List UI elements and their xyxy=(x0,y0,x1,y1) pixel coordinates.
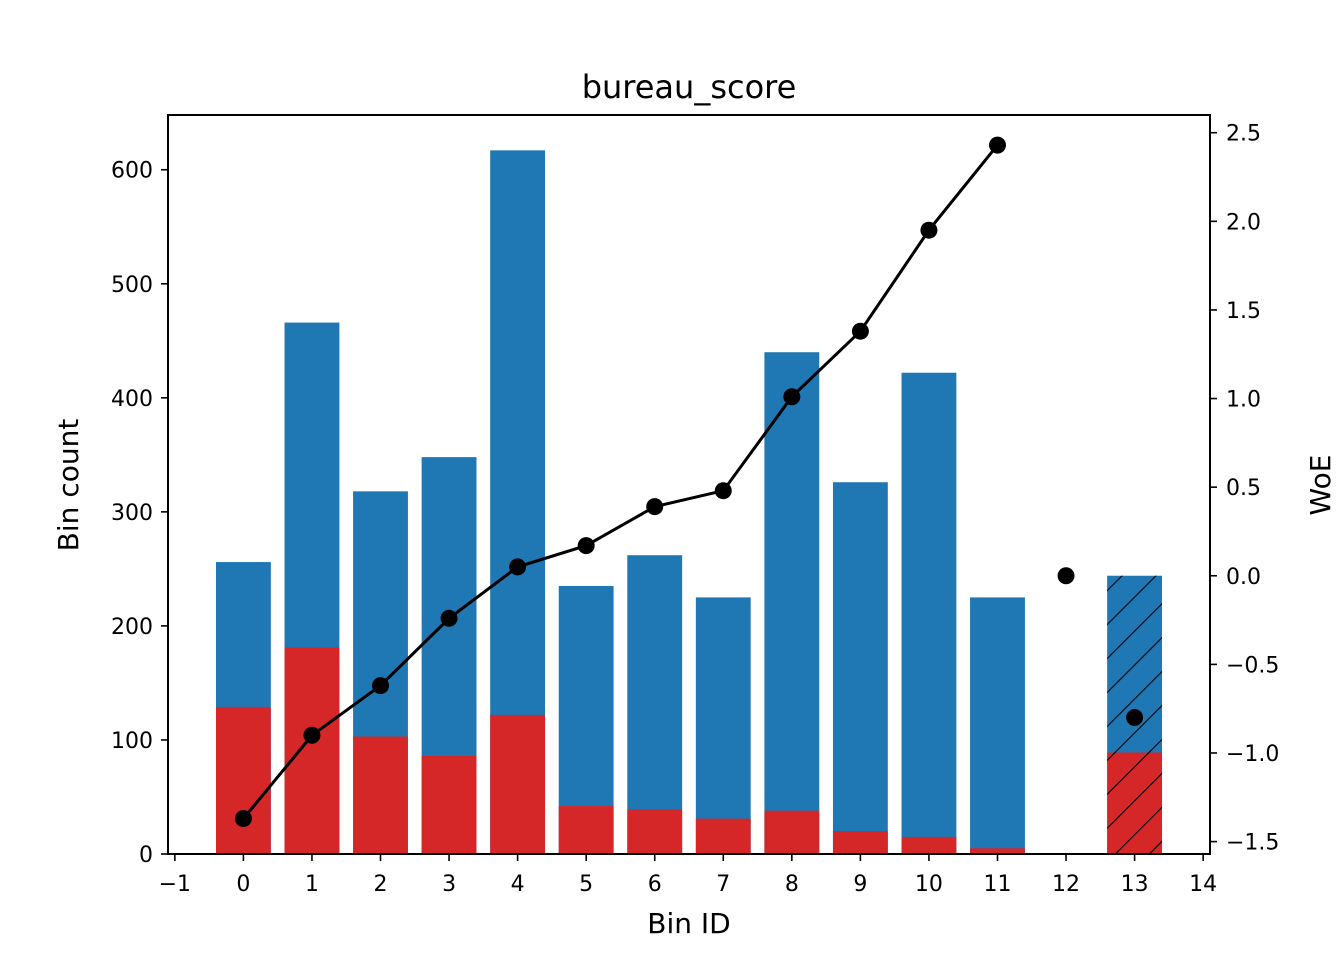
woe-point-bin-7 xyxy=(714,482,732,500)
y-tick-label: 500 xyxy=(111,273,153,298)
bar-event-bin-0 xyxy=(215,706,271,854)
bar-total-bin-10 xyxy=(901,372,957,854)
y-tick-label: 400 xyxy=(111,387,153,412)
y2-tick-label: 2.5 xyxy=(1226,122,1261,147)
y-tick-label: 200 xyxy=(111,615,153,640)
bar-total-bin-11 xyxy=(970,597,1025,854)
y2-tick-label: 2.0 xyxy=(1226,210,1261,235)
y2-tick-label: 0.5 xyxy=(1226,476,1261,501)
x-tick-label: 2 xyxy=(374,872,388,897)
x-tick-label: −1 xyxy=(159,872,191,897)
bar-event-bin-9 xyxy=(832,831,888,854)
y-tick-label: 100 xyxy=(111,729,153,754)
plot-frame xyxy=(167,114,1211,855)
y-axis-title: Bin count xyxy=(52,419,85,552)
y2-tick-label: 1.5 xyxy=(1226,299,1261,324)
woe-point-bin-1 xyxy=(303,726,321,744)
bar-total-bin-8 xyxy=(764,352,820,854)
bar-total-bin-6 xyxy=(627,555,683,854)
bar-event-bin-10 xyxy=(901,836,957,854)
x-tick-label: 14 xyxy=(1189,872,1217,897)
y2-tick-label: 0.0 xyxy=(1226,565,1261,590)
woe-point-bin-3 xyxy=(440,609,458,627)
bar-event-bin-4 xyxy=(490,714,546,854)
x-tick-label: 5 xyxy=(579,872,593,897)
bar-total-bin-9 xyxy=(832,482,888,854)
x-tick-label: 8 xyxy=(785,872,799,897)
y2-tick-label: −0.5 xyxy=(1226,653,1279,678)
x-axis-title: Bin ID xyxy=(647,907,730,940)
y2-tick-label: 1.0 xyxy=(1226,388,1261,413)
woe-point-bin-11 xyxy=(988,136,1006,154)
bar-total-bin-7 xyxy=(695,597,751,854)
woe-line-layer xyxy=(234,136,1144,828)
x-tick-label: 6 xyxy=(648,872,662,897)
woe-line xyxy=(242,144,999,820)
bar-event-bin-2 xyxy=(353,736,408,854)
x-tick-label: 9 xyxy=(853,872,867,897)
y2-axis-title: WoE xyxy=(1304,455,1337,516)
bar-event-bin-1 xyxy=(284,647,340,854)
x-tick-label: 7 xyxy=(716,872,730,897)
woe-point-bin-4 xyxy=(509,558,527,576)
woe-point-bin-5 xyxy=(577,537,595,555)
x-tick-label: 4 xyxy=(511,872,525,897)
woe-point-bin-10 xyxy=(920,221,938,239)
y-tick-label: 600 xyxy=(111,159,153,184)
x-tick-label: 11 xyxy=(983,872,1011,897)
x-tick-label: 3 xyxy=(442,872,456,897)
x-tick-label: 13 xyxy=(1121,872,1149,897)
y-tick-label: 0 xyxy=(139,843,153,868)
woe-point-bin-2 xyxy=(372,677,390,695)
y2-tick-label: −1.5 xyxy=(1226,831,1279,856)
woe-point-bin-12 xyxy=(1057,567,1075,585)
woe-point-bin-0 xyxy=(234,810,252,828)
x-tick-label: 10 xyxy=(915,872,943,897)
bar-event-bin-3 xyxy=(421,755,477,854)
x-tick-label: 0 xyxy=(236,872,250,897)
chart-title: bureau_score xyxy=(582,68,797,106)
woe-point-bin-9 xyxy=(851,322,869,340)
woe-point-bin-8 xyxy=(783,388,801,406)
axes-layer: −1 0 1 2 3 4 5 6 7 8 9 10 11 12 13 14010020030040050060… xyxy=(111,114,1279,897)
bar-event-bin-8 xyxy=(764,810,820,854)
woe-point-bin-13 xyxy=(1126,709,1144,727)
y-tick-label: 300 xyxy=(111,501,153,526)
x-tick-label: 12 xyxy=(1052,872,1080,897)
y2-tick-label: −1.0 xyxy=(1226,742,1279,767)
bar-event-bin-5 xyxy=(558,806,614,854)
woe-point-bin-6 xyxy=(646,498,664,516)
bar-event-bin-7 xyxy=(695,818,751,854)
bar-event-bin-11 xyxy=(970,848,1025,854)
bars-layer xyxy=(215,150,1163,854)
bar-event-bin-6 xyxy=(627,809,683,854)
x-tick-label: 1 xyxy=(305,872,319,897)
